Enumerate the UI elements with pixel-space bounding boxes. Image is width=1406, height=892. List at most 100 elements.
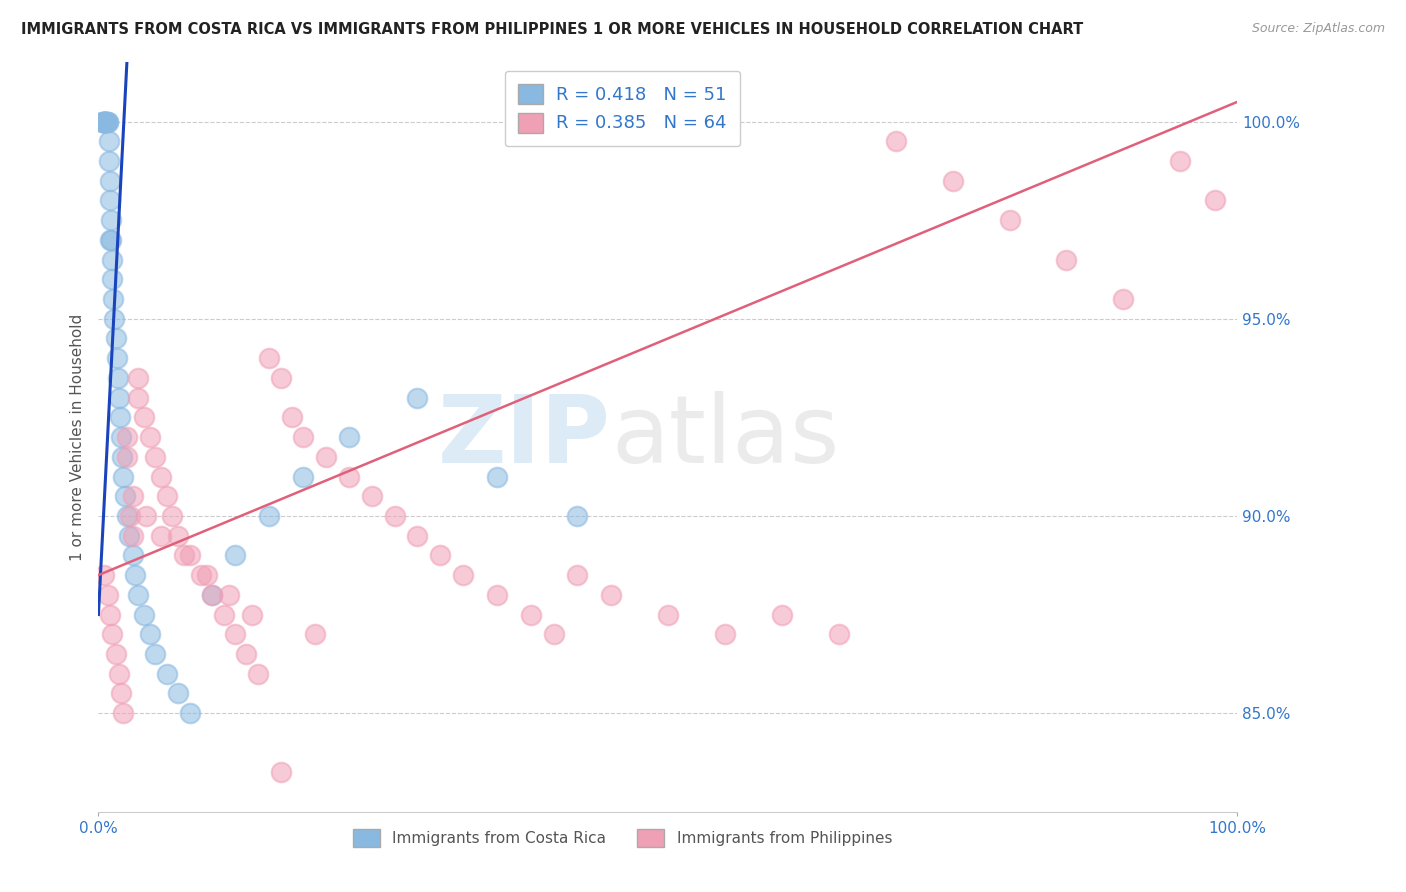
Text: ZIP: ZIP	[439, 391, 612, 483]
Point	[304, 627, 326, 641]
Point	[156, 666, 179, 681]
Point	[259, 508, 281, 523]
Point	[770, 607, 793, 622]
Point	[360, 489, 382, 503]
Point	[429, 549, 451, 563]
Point	[384, 508, 406, 523]
Point	[98, 194, 121, 208]
Point	[167, 686, 190, 700]
Point	[337, 469, 360, 483]
Point	[98, 233, 121, 247]
Point	[100, 233, 122, 247]
Point	[1170, 154, 1192, 169]
Point	[406, 391, 429, 405]
Point	[270, 765, 292, 780]
Point	[120, 508, 142, 523]
Point	[145, 647, 167, 661]
Point	[135, 508, 157, 523]
Point	[201, 588, 224, 602]
Point	[167, 529, 190, 543]
Point	[406, 529, 429, 543]
Point	[1112, 292, 1135, 306]
Point	[96, 114, 118, 128]
Point	[104, 331, 127, 345]
Point	[246, 666, 269, 681]
Point	[118, 529, 141, 543]
Point	[103, 292, 125, 306]
Point	[110, 430, 132, 444]
Point	[270, 371, 292, 385]
Point	[714, 627, 737, 641]
Point	[292, 469, 315, 483]
Point	[565, 568, 588, 582]
Point	[600, 588, 623, 602]
Point	[138, 627, 160, 641]
Point	[486, 588, 509, 602]
Legend: Immigrants from Costa Rica, Immigrants from Philippines: Immigrants from Costa Rica, Immigrants f…	[346, 823, 898, 853]
Point	[107, 371, 129, 385]
Point	[218, 588, 240, 602]
Point	[90, 114, 112, 128]
Point	[121, 529, 143, 543]
Point	[104, 647, 127, 661]
Point	[486, 469, 509, 483]
Point	[942, 174, 965, 188]
Point	[93, 114, 115, 128]
Text: IMMIGRANTS FROM COSTA RICA VS IMMIGRANTS FROM PHILIPPINES 1 OR MORE VEHICLES IN : IMMIGRANTS FROM COSTA RICA VS IMMIGRANTS…	[21, 22, 1084, 37]
Point	[1056, 252, 1078, 267]
Point	[101, 272, 124, 286]
Point	[101, 252, 124, 267]
Point	[150, 529, 173, 543]
Point	[315, 450, 337, 464]
Point	[98, 174, 121, 188]
Point	[93, 114, 115, 128]
Text: atlas: atlas	[612, 391, 839, 483]
Point	[132, 410, 155, 425]
Point	[190, 568, 212, 582]
Point	[259, 351, 281, 366]
Point	[115, 508, 138, 523]
Point	[145, 450, 167, 464]
Point	[224, 627, 246, 641]
Point	[101, 627, 124, 641]
Point	[124, 568, 146, 582]
Point	[96, 114, 118, 128]
Point	[112, 706, 135, 720]
Point	[565, 508, 588, 523]
Point	[91, 114, 114, 128]
Text: Source: ZipAtlas.com: Source: ZipAtlas.com	[1251, 22, 1385, 36]
Point	[94, 114, 117, 128]
Point	[224, 549, 246, 563]
Point	[127, 391, 149, 405]
Point	[96, 588, 118, 602]
Point	[173, 549, 195, 563]
Point	[292, 430, 315, 444]
Point	[657, 607, 679, 622]
Point	[543, 627, 565, 641]
Point	[100, 213, 122, 227]
Point	[998, 213, 1021, 227]
Point	[828, 627, 851, 641]
Point	[93, 568, 115, 582]
Point	[150, 469, 173, 483]
Point	[121, 549, 143, 563]
Point	[235, 647, 257, 661]
Point	[96, 114, 118, 128]
Point	[240, 607, 263, 622]
Point	[138, 430, 160, 444]
Point	[179, 706, 201, 720]
Point	[195, 568, 218, 582]
Point	[98, 607, 121, 622]
Point	[96, 114, 118, 128]
Point	[94, 114, 117, 128]
Point	[97, 154, 120, 169]
Point	[451, 568, 474, 582]
Point	[97, 134, 120, 148]
Point	[127, 588, 149, 602]
Point	[108, 666, 131, 681]
Point	[93, 114, 115, 128]
Point	[115, 450, 138, 464]
Point	[520, 607, 543, 622]
Point	[114, 489, 136, 503]
Point	[127, 371, 149, 385]
